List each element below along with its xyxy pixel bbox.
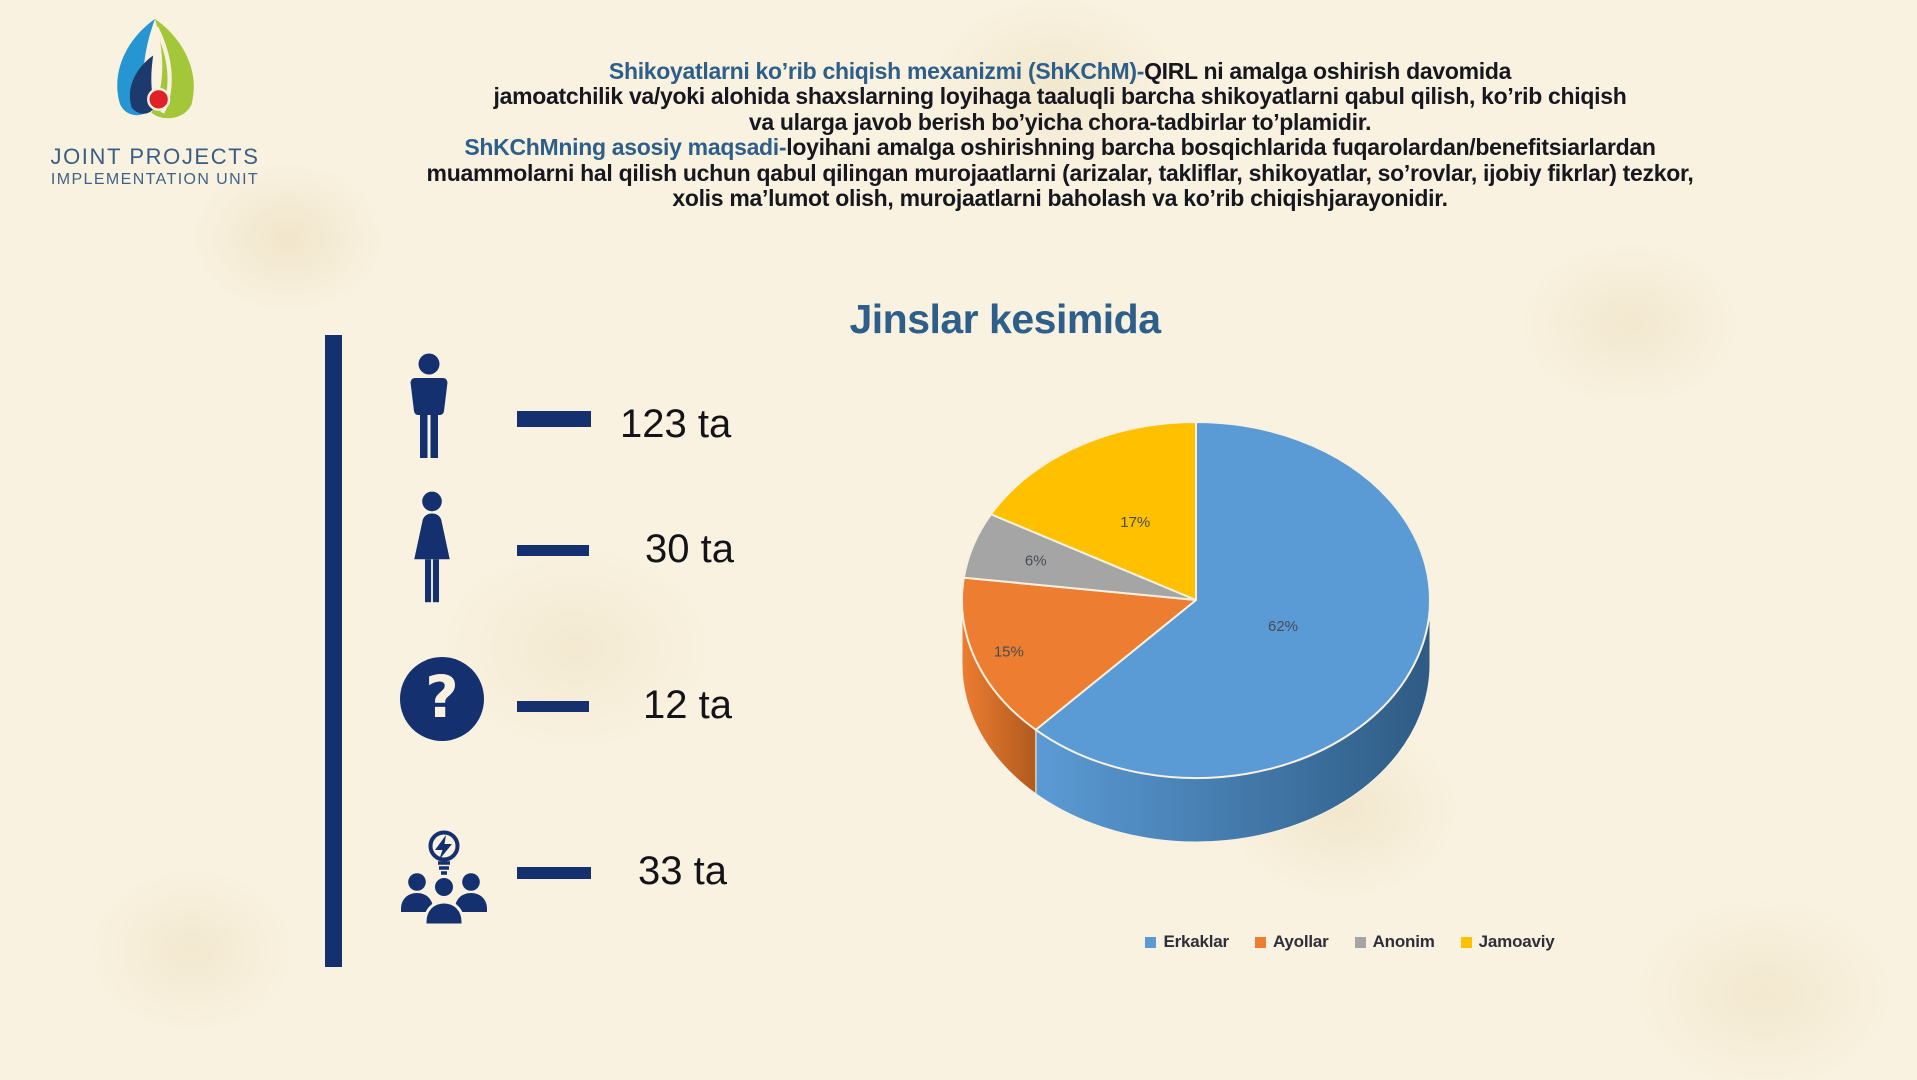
legend-label-jamoaviy: Jamoaviy bbox=[1478, 932, 1555, 951]
legend-swatch-erkaklar bbox=[1145, 936, 1157, 948]
legend-swatch-jamoaviy bbox=[1460, 936, 1472, 948]
section-title: Jinslar kesimida bbox=[849, 296, 1161, 342]
pie-slice-label-jamoaviy: 17% bbox=[1120, 514, 1150, 531]
legend-label-erkaklar: Erkaklar bbox=[1163, 932, 1229, 951]
legend-label-anonim: Anonim bbox=[1372, 932, 1435, 951]
intro-line-1: Shikoyatlarni ko’rib chiqish mexanizmi (… bbox=[250, 58, 1870, 84]
woman-icon bbox=[414, 491, 450, 603]
legend-item-jamoaviy: Jamoaviy bbox=[1460, 932, 1555, 952]
legend-item-anonim: Anonim bbox=[1354, 932, 1435, 952]
logo-subname: IMPLEMENTATION UNIT bbox=[50, 171, 260, 188]
pie-slice-label-erkaklar: 62% bbox=[1268, 618, 1298, 635]
legend-label-ayollar: Ayollar bbox=[1272, 932, 1329, 951]
intro-line-2: jamoatchilik va/yoki alohida shaxslarnin… bbox=[250, 84, 1870, 109]
intro-line-4: ShKChMning asosiy maqsadi-loyihani amalg… bbox=[250, 135, 1870, 160]
intro-rest-2: jamoatchilik va/yoki alohida shaxslarnin… bbox=[493, 83, 1627, 110]
stat-dash-4 bbox=[517, 867, 591, 879]
question-glyph: ? bbox=[425, 663, 459, 731]
logo-leaf-dome-icon bbox=[117, 18, 194, 119]
logo-name: JOINT PROJECTS bbox=[50, 144, 260, 169]
intro-lead-4: ShKChMning asosiy maqsadi- bbox=[464, 134, 787, 161]
logo: JOINT PROJECTS IMPLEMENTATION UNIT bbox=[40, 14, 270, 189]
intro-paragraph: Shikoyatlarni ko’rib chiqish mexanizmi (… bbox=[250, 58, 1870, 212]
intro-rest-3: va ularga javob berish bo’yicha chora-ta… bbox=[748, 108, 1372, 135]
stat-dash-1 bbox=[517, 411, 591, 427]
logo-blue-leaf bbox=[117, 18, 155, 116]
stat-value-women: 30 ta bbox=[645, 527, 734, 571]
legend-item-ayollar: Ayollar bbox=[1254, 932, 1329, 952]
intro-line-6: xolis ma’lumot olish, murojaatlarni baho… bbox=[250, 185, 1870, 212]
pie-chart: 62% 15% 6% 17% bbox=[961, 421, 1431, 843]
intro-rest-6: xolis ma’lumot olish, murojaatlarni baho… bbox=[672, 185, 1448, 212]
stat-value-anonymous: 12 ta bbox=[643, 683, 732, 727]
stat-value-men: 123 ta bbox=[620, 402, 732, 446]
stat-dash-3 bbox=[517, 701, 589, 712]
intro-rest-1: QIRL ni amalga oshirish davomida bbox=[1144, 58, 1512, 84]
vertical-divider-bar bbox=[325, 335, 342, 967]
group-idea-icon bbox=[401, 830, 487, 927]
question-icon: ? bbox=[400, 657, 484, 741]
logo-red-dot bbox=[147, 87, 171, 111]
legend-swatch-anonim bbox=[1354, 936, 1366, 948]
intro-lead-1: Shikoyatlarni ko’rib chiqish mexanizmi (… bbox=[608, 58, 1145, 84]
legend-item-erkaklar: Erkaklar bbox=[1145, 932, 1229, 952]
intro-rest-4: loyihani amalga oshirishning barcha bosq… bbox=[786, 134, 1656, 161]
legend-swatch-ayollar bbox=[1254, 936, 1266, 948]
stat-dash-2 bbox=[517, 545, 589, 556]
chart-legend: Erkaklar Ayollar Anonim Jamoaviy bbox=[1100, 932, 1600, 952]
intro-line-5: muammolarni hal qilish uchun qabul qilin… bbox=[250, 159, 1870, 186]
pie-chart-container: 62% 15% 6% 17% bbox=[940, 400, 1460, 860]
intro-line-3: va ularga javob berish bo’yicha chora-ta… bbox=[250, 108, 1870, 135]
pie-slice-label-ayollar: 15% bbox=[994, 643, 1024, 660]
man-icon bbox=[410, 353, 448, 458]
intro-rest-5: muammolarni hal qilish uchun qabul qilin… bbox=[426, 159, 1694, 186]
stat-value-collective: 33 ta bbox=[638, 849, 727, 893]
pie-slice-label-anonim: 6% bbox=[1025, 552, 1047, 569]
